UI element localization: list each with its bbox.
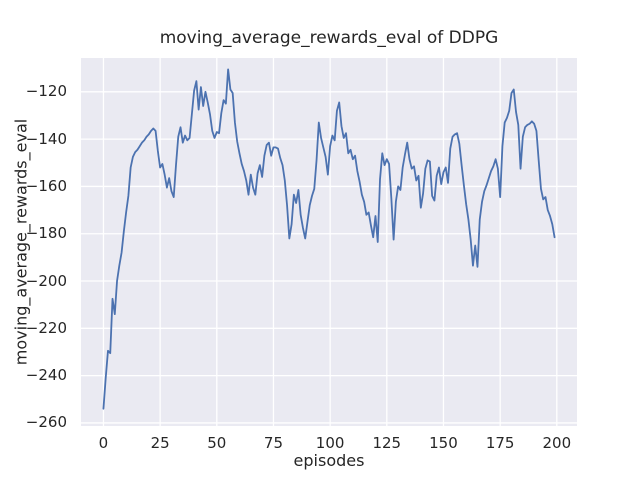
y-tick-label: −220 xyxy=(25,318,67,337)
x-tick-label: 0 xyxy=(98,434,109,452)
x-tick-label: 125 xyxy=(372,434,402,452)
x-tick-label: 100 xyxy=(315,434,345,452)
gridlines xyxy=(81,58,577,426)
x-tick-label: 175 xyxy=(485,434,515,452)
x-tick-label: 50 xyxy=(207,434,227,452)
x-tick-label: 200 xyxy=(542,434,572,452)
y-tick-label: −260 xyxy=(25,413,67,432)
x-axis-label: episodes xyxy=(293,451,365,470)
y-tick-label: −120 xyxy=(25,82,67,101)
x-tick-label: 150 xyxy=(429,434,458,452)
y-tick-label: −160 xyxy=(25,176,67,195)
reward-line xyxy=(102,68,556,410)
x-tick-label: 25 xyxy=(150,434,170,452)
y-tick-label: −140 xyxy=(25,129,67,148)
y-tick-label: −240 xyxy=(25,366,67,385)
y-tick-label: −200 xyxy=(25,271,67,290)
plot-background xyxy=(81,58,577,426)
y-tick-label: −180 xyxy=(25,224,67,243)
chart-title: moving_average_rewards_eval of DDPG xyxy=(159,28,499,48)
series-lines xyxy=(102,68,556,410)
x-tick-label: 75 xyxy=(263,434,283,452)
